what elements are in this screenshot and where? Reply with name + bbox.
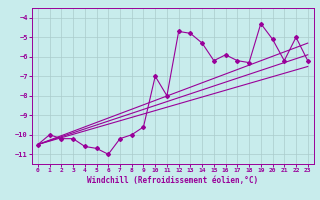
X-axis label: Windchill (Refroidissement éolien,°C): Windchill (Refroidissement éolien,°C) [87, 176, 258, 185]
